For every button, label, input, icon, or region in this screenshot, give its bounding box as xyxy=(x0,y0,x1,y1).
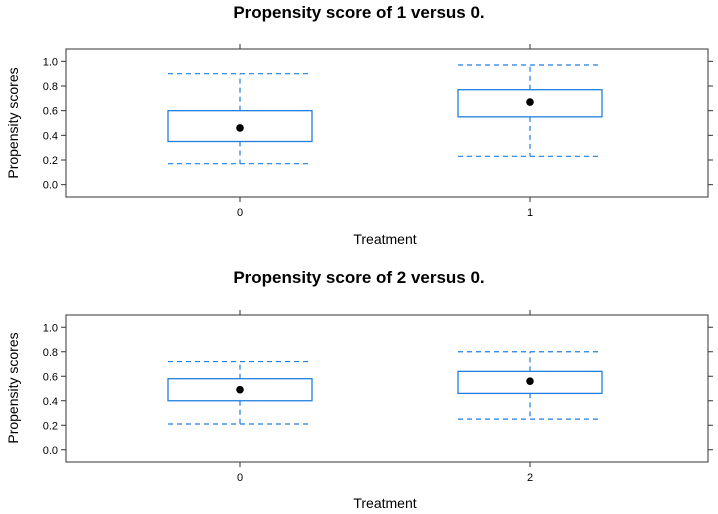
x-tick-label: 0 xyxy=(237,207,243,219)
y-axis-label: Propensity scores xyxy=(5,67,21,178)
y-tick-label: 0.8 xyxy=(43,347,58,359)
x-tick-label: 2 xyxy=(527,472,533,484)
y-tick-label: 0.0 xyxy=(43,180,58,192)
y-tick-label: 0.0 xyxy=(43,445,58,457)
y-tick-label: 0.4 xyxy=(43,396,58,408)
x-tick-label: 1 xyxy=(527,207,533,219)
iqr-box xyxy=(457,370,603,395)
box-0 xyxy=(167,73,313,165)
x-axis-label: Treatment xyxy=(353,231,416,247)
median-dot xyxy=(526,98,534,106)
y-tick-label: 1.0 xyxy=(43,56,58,68)
median-dot xyxy=(236,124,244,132)
panel-1: Propensity score of 1 versus 0. 0.0 0.2 0.4… xyxy=(5,3,713,247)
median-dot xyxy=(236,385,244,394)
chart-title: Propensity score of 1 versus 0. xyxy=(233,3,484,22)
x-tick-label: 0 xyxy=(237,472,243,484)
median-dot xyxy=(526,377,534,385)
iqr-box xyxy=(167,110,313,143)
y-tick-label: 0.6 xyxy=(43,106,58,118)
iqr-box xyxy=(167,378,313,402)
chart-title: Propensity score of 2 versus 0. xyxy=(233,268,484,287)
box-1 xyxy=(457,64,603,157)
iqr-box xyxy=(457,89,603,118)
plot-frame xyxy=(65,48,709,198)
plot-frame xyxy=(65,314,709,463)
panel-2: Propensity score of 2 versus 0. 0.0 0.2 0.4… xyxy=(5,268,713,511)
y-tick-label: 1.0 xyxy=(43,322,58,334)
y-tick-label: 0.6 xyxy=(43,371,58,383)
box-0 xyxy=(167,360,313,425)
y-tick-label: 0.2 xyxy=(43,420,58,432)
box-2 xyxy=(457,351,603,420)
y-tick-label: 0.4 xyxy=(43,130,58,142)
y-tick-label: 0.2 xyxy=(43,155,58,167)
y-tick-label: 0.8 xyxy=(43,81,58,93)
y-axis-label: Propensity scores xyxy=(5,332,21,443)
x-axis-label: Treatment xyxy=(353,495,416,511)
